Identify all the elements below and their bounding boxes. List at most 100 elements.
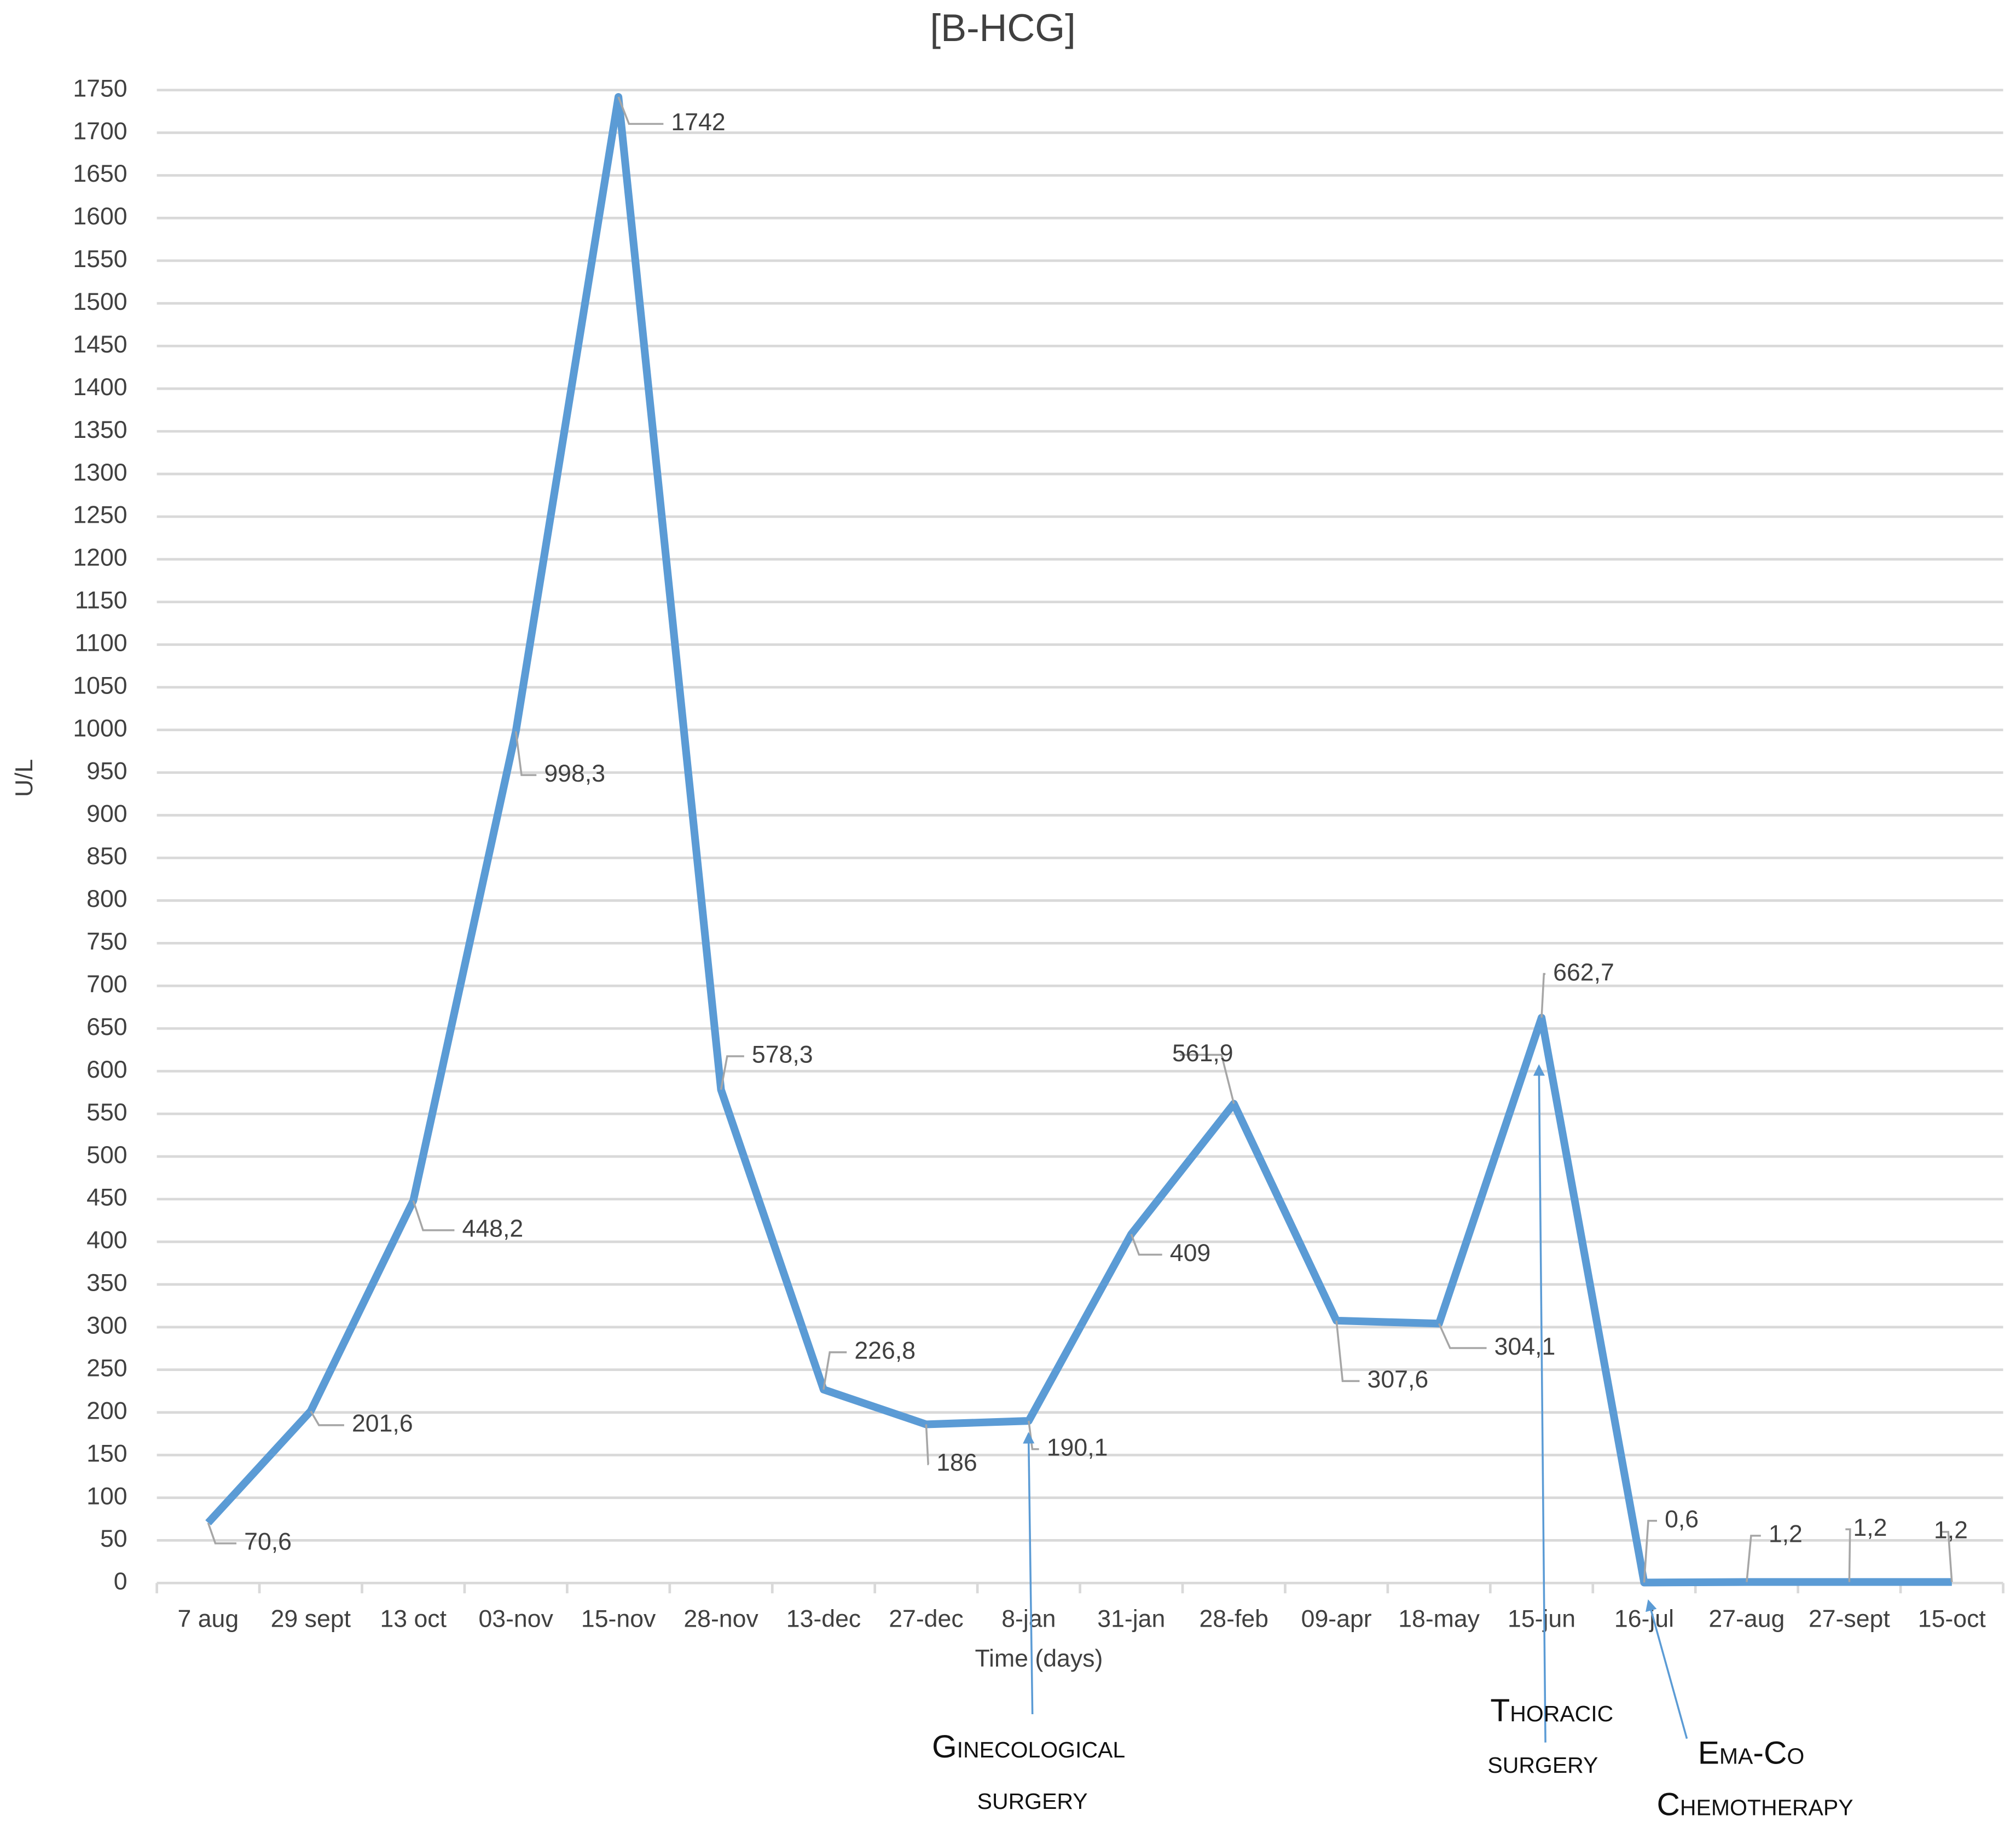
x-tick-label: 16-jul <box>1614 1605 1674 1632</box>
y-tick-label: 1500 <box>73 288 127 315</box>
y-tick-label: 400 <box>86 1227 127 1254</box>
y-tick-label: 600 <box>86 1056 127 1083</box>
leader-line <box>207 1522 237 1545</box>
data-label: 1,2 <box>1769 1521 1803 1548</box>
data-label: 186 <box>936 1449 977 1476</box>
y-tick-label: 1750 <box>73 75 127 102</box>
y-tick-label: 1000 <box>73 715 127 742</box>
data-label: 1,2 <box>1934 1517 1968 1544</box>
y-tick-label: 1600 <box>73 203 127 230</box>
leader-line <box>514 731 537 776</box>
y-tick-label: 1550 <box>73 246 127 273</box>
y-tick-label: 1300 <box>73 459 127 486</box>
y-axis-label: U/L <box>11 759 38 797</box>
y-tick-label: 1450 <box>73 331 127 358</box>
data-label: 409 <box>1170 1240 1210 1267</box>
data-label: 0,6 <box>1665 1506 1699 1533</box>
x-tick-label: 18-may <box>1398 1605 1480 1632</box>
leader-line <box>617 96 664 125</box>
y-tick-label: 1200 <box>73 545 127 571</box>
data-label: 578,3 <box>752 1042 813 1068</box>
y-tick-label: 1400 <box>73 374 127 401</box>
x-tick-label: 15-oct <box>1918 1605 1986 1632</box>
y-tick-label: 1050 <box>73 672 127 699</box>
x-tick-label: 27-aug <box>1708 1605 1785 1632</box>
y-tick-label: 100 <box>86 1483 127 1510</box>
x-tick-label: 31-jan <box>1097 1605 1165 1632</box>
leader-line <box>720 1055 744 1090</box>
x-tick-label: 27-dec <box>889 1605 963 1632</box>
leader-line <box>1438 1323 1487 1349</box>
y-tick-label: 500 <box>86 1142 127 1169</box>
leader-line <box>412 1200 455 1231</box>
y-tick-label: 900 <box>86 800 127 827</box>
leader-line <box>310 1410 344 1426</box>
x-tick-label: 15-jun <box>1508 1605 1575 1632</box>
data-label: 998,3 <box>544 760 605 787</box>
leader-line <box>1845 1528 1851 1582</box>
data-line <box>205 93 1952 1587</box>
x-axis-label: Time (days) <box>975 1645 1103 1672</box>
y-tick-label: 1350 <box>73 417 127 443</box>
data-label: 190,1 <box>1047 1435 1108 1461</box>
data-label: 662,7 <box>1553 959 1614 986</box>
data-label: 1,2 <box>1853 1514 1887 1541</box>
leader-line <box>1028 1420 1039 1450</box>
y-tick-label: 200 <box>86 1397 127 1424</box>
y-tick-label: 1700 <box>73 118 127 144</box>
leader-line <box>1180 1054 1235 1104</box>
x-tick-label: 28-feb <box>1199 1605 1268 1632</box>
annotation: Thoracic <box>1490 1693 1613 1728</box>
y-tick-label: 1150 <box>75 587 128 614</box>
x-tick-label: 27-sept <box>1809 1605 1890 1632</box>
y-tick-label: 1250 <box>73 502 127 529</box>
leader-line <box>1540 973 1546 1018</box>
leader-line <box>1130 1234 1162 1256</box>
data-label: 226,8 <box>854 1337 916 1364</box>
y-tick-label: 1650 <box>73 160 127 187</box>
leader-line <box>1335 1320 1360 1383</box>
y-tick-label: 700 <box>86 971 127 998</box>
x-tick-label: 03-nov <box>478 1605 553 1632</box>
data-label: 448,2 <box>462 1216 524 1242</box>
x-tick-label: 13-dec <box>786 1605 861 1632</box>
y-tick-label: 50 <box>100 1525 128 1552</box>
chart-title: [B-HCG] <box>930 6 1075 49</box>
annotation: Ginecological <box>932 1729 1125 1765</box>
y-tick-label: 0 <box>114 1568 128 1595</box>
leader-line <box>822 1351 847 1390</box>
annotation: Ema-Co <box>1698 1736 1805 1771</box>
annotation: Chemotherapy <box>1657 1787 1853 1823</box>
data-label: 307,6 <box>1368 1366 1429 1393</box>
data-label: 561,9 <box>1172 1040 1233 1067</box>
x-tick-label: 8-jan <box>1001 1605 1056 1632</box>
x-tick-label: 28-nov <box>683 1605 758 1632</box>
annotation-arrow <box>1533 1064 1546 1743</box>
y-tick-label: 1100 <box>75 630 128 657</box>
y-tick-label: 800 <box>86 886 127 912</box>
y-tick-label: 850 <box>86 843 127 870</box>
data-label: 201,6 <box>352 1410 413 1437</box>
y-tick-label: 950 <box>86 757 127 784</box>
x-tick-label: 7 aug <box>178 1605 239 1632</box>
y-tick-label: 650 <box>86 1014 127 1040</box>
leader-line <box>1941 1531 1953 1582</box>
data-label: 70,6 <box>244 1529 292 1555</box>
data-label: 304,1 <box>1494 1333 1556 1360</box>
y-tick-label: 450 <box>86 1184 127 1211</box>
x-tick-label: 15-nov <box>581 1605 656 1632</box>
y-tick-label: 550 <box>86 1099 127 1126</box>
y-tick-label: 750 <box>86 928 127 955</box>
y-tick-label: 250 <box>86 1355 127 1381</box>
x-tick-label: 09-apr <box>1301 1605 1372 1632</box>
leader-line <box>925 1424 929 1466</box>
leader-line <box>1746 1535 1761 1582</box>
y-tick-label: 300 <box>86 1312 127 1339</box>
annotation-arrow <box>1023 1432 1035 1715</box>
annotation-arrow <box>1646 1599 1688 1739</box>
x-tick-label: 13 oct <box>380 1605 447 1632</box>
data-label: 1742 <box>671 109 725 136</box>
annotation: surgery <box>977 1780 1088 1816</box>
